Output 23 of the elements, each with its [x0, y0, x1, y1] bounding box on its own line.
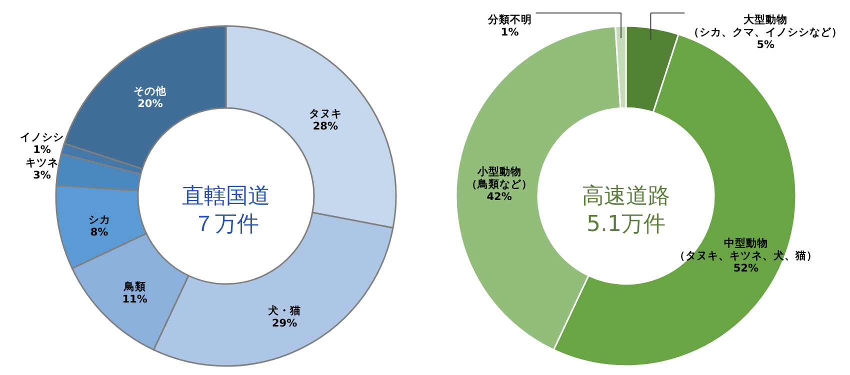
slice-label: イノシシ — [20, 131, 64, 144]
slice-label: 大型動物（シカ、クマ、イノシシなど） — [688, 13, 843, 38]
data-label: 1% — [500, 26, 520, 38]
data-label: 29% — [272, 317, 298, 330]
data-label: 5% — [756, 39, 776, 51]
data-label: 42% — [486, 190, 512, 203]
data-label: 28% — [312, 120, 338, 132]
slice-label: 犬・猫 — [267, 304, 302, 317]
data-label: 3% — [33, 170, 52, 182]
data-label: 1% — [33, 144, 52, 156]
slice-label: 鳥類 — [122, 280, 146, 294]
slice-label: キツネ — [26, 157, 58, 170]
slice-label: 小型動物（鳥類など） — [466, 164, 532, 190]
slice-label: シカ — [88, 214, 110, 226]
data-label: 52% — [733, 262, 759, 274]
slice-label: その他 — [134, 84, 168, 98]
data-label: 8% — [90, 226, 109, 239]
data-label: 20% — [138, 98, 164, 110]
text: 直轄国道７万件 — [182, 184, 270, 237]
slice-label: 分類不明 — [486, 13, 532, 26]
data-label: 11% — [122, 294, 148, 306]
slice-label: タヌキ — [308, 108, 342, 120]
text: 高速道路5.1万件 — [582, 184, 670, 237]
